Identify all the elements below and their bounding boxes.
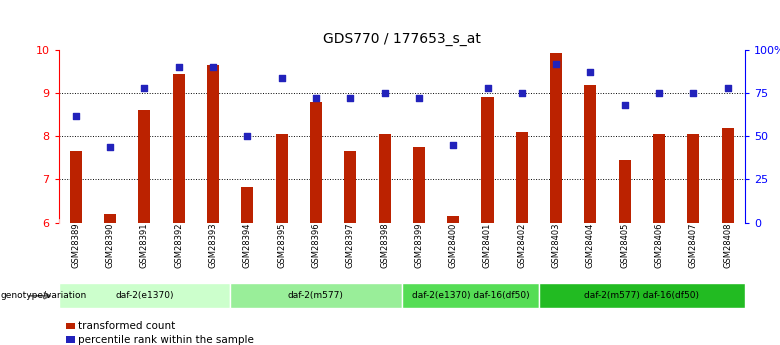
Point (584, 70, 597, 75)
Text: GSM28406: GSM28406 (654, 222, 664, 268)
Text: GSM28398: GSM28398 (380, 222, 389, 268)
Bar (413, 147, 425, 223)
Text: GSM28396: GSM28396 (311, 222, 321, 268)
Text: GSM28405: GSM28405 (620, 222, 629, 268)
Bar (653, 134, 665, 223)
Bar (481, 97, 494, 223)
Bar (619, 160, 631, 223)
Point (653, 90, 665, 96)
Point (104, 144, 116, 149)
Text: GSM28392: GSM28392 (174, 222, 183, 268)
Text: GSM28391: GSM28391 (140, 222, 149, 268)
Point (172, 65, 185, 70)
Bar (58, 284, 230, 308)
Point (138, 85, 151, 91)
Point (722, 85, 734, 91)
Text: percentile rank within the sample: percentile rank within the sample (78, 335, 254, 345)
Text: daf-2(m577) daf-16(df50): daf-2(m577) daf-16(df50) (584, 291, 700, 300)
Bar (378, 134, 391, 223)
Bar (172, 74, 185, 223)
Bar (310, 102, 322, 223)
Point (310, 96, 322, 101)
Bar (539, 284, 745, 308)
Bar (344, 151, 356, 223)
Bar (69, 151, 82, 223)
Point (241, 134, 254, 139)
Bar (550, 53, 562, 223)
Text: GSM28402: GSM28402 (517, 222, 526, 268)
Text: GSM28395: GSM28395 (277, 222, 286, 268)
Bar (104, 214, 116, 223)
Point (275, 75, 288, 80)
Bar (138, 110, 151, 223)
Bar (275, 134, 288, 223)
Bar (516, 132, 528, 223)
Point (207, 65, 219, 70)
Bar (447, 216, 459, 223)
Text: GSM28404: GSM28404 (586, 222, 595, 268)
Point (69, 113, 82, 118)
Point (447, 142, 459, 148)
Text: GSM28401: GSM28401 (483, 222, 492, 268)
Point (344, 96, 356, 101)
Title: GDS770 / 177653_s_at: GDS770 / 177653_s_at (323, 32, 480, 46)
Point (481, 85, 494, 91)
Text: GSM28394: GSM28394 (243, 222, 252, 268)
Text: GSM28408: GSM28408 (723, 222, 732, 268)
Text: transformed count: transformed count (78, 321, 176, 331)
Text: daf-2(m577): daf-2(m577) (288, 291, 344, 300)
Text: GSM28389: GSM28389 (71, 222, 80, 268)
Bar (241, 187, 254, 223)
Point (516, 90, 528, 96)
Point (550, 61, 562, 67)
Point (687, 90, 700, 96)
Text: GSM28399: GSM28399 (414, 222, 424, 268)
Point (378, 90, 391, 96)
Bar (402, 284, 539, 308)
Bar (230, 284, 402, 308)
Text: daf-2(e1370) daf-16(df50): daf-2(e1370) daf-16(df50) (412, 291, 529, 300)
Bar (207, 65, 219, 223)
Bar (584, 85, 597, 223)
Text: GSM28397: GSM28397 (346, 222, 355, 268)
Text: GSM28403: GSM28403 (551, 222, 561, 268)
Text: GSM28393: GSM28393 (208, 222, 218, 268)
Text: genotype/variation: genotype/variation (1, 291, 87, 300)
Bar (722, 128, 734, 223)
Text: GSM28390: GSM28390 (105, 222, 115, 268)
Point (619, 102, 631, 108)
Text: GSM28400: GSM28400 (448, 222, 458, 268)
Text: GSM28407: GSM28407 (689, 222, 698, 268)
Text: daf-2(e1370): daf-2(e1370) (115, 291, 173, 300)
Point (413, 96, 425, 101)
Bar (687, 134, 700, 223)
